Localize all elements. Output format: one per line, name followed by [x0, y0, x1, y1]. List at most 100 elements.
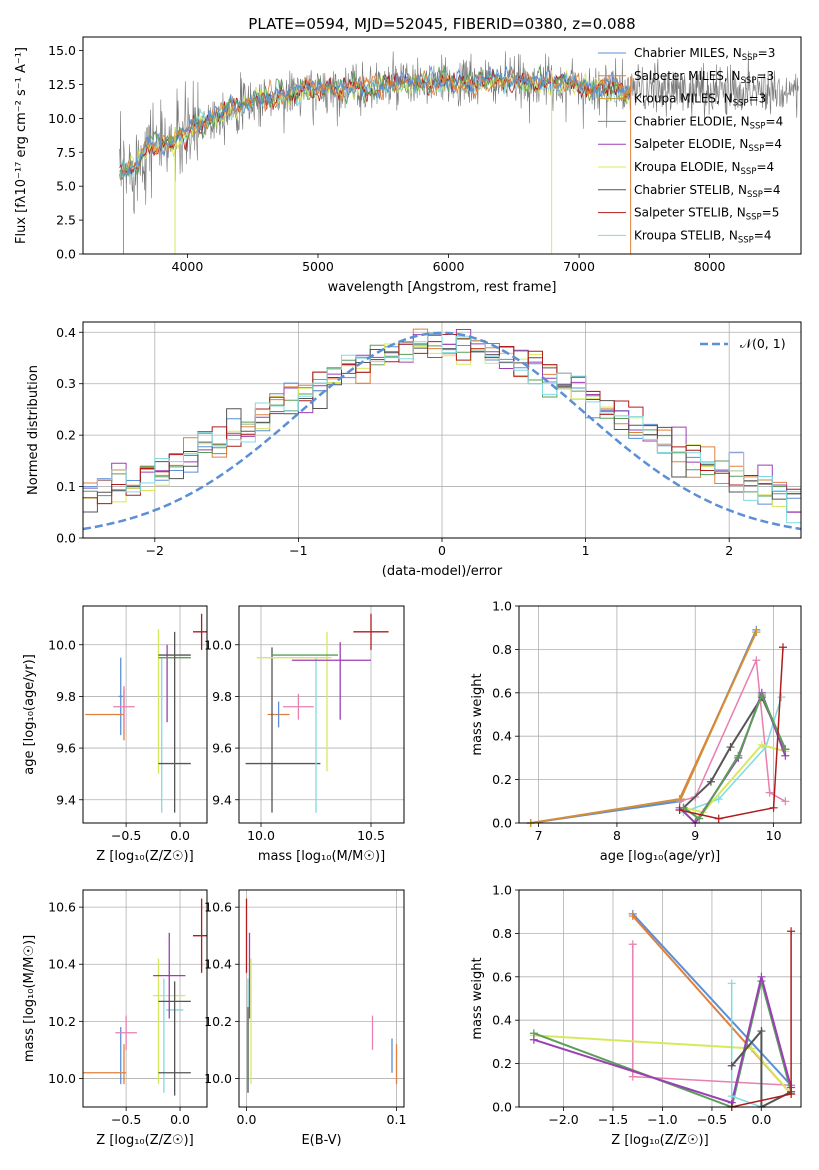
residuals-frame: [82, 321, 802, 539]
spectrum-ytick-label: 5.0: [56, 179, 76, 194]
weight_vs_age-ytick-label: 1.0: [492, 599, 512, 614]
spectrum-model-line: [119, 66, 632, 179]
age_vs_mass-ytick-label: 9.6: [212, 741, 232, 756]
spectrum-legend-label: Chabrier MILES, NSSP=3: [634, 46, 775, 63]
age_vs_Z-xtick-label: −0.5: [111, 828, 141, 843]
weight_vs_Z-xtick-label: −0.5: [697, 1112, 727, 1127]
spectrum-ylabel: Flux [fλ10⁻¹⁷ erg cm⁻² s⁻¹ A⁻¹]: [14, 47, 29, 244]
weight_vs_age-point-marker: [781, 797, 790, 806]
weight_vs_age-xtick-label: 9: [691, 828, 699, 843]
residuals-ytick-label: 0.4: [56, 325, 76, 340]
spectrum-xtick-label: 5000: [302, 259, 334, 274]
age_vs_Z-frame: [82, 605, 208, 824]
weight_vs_Z-frame: [518, 889, 802, 1108]
mass_vs_Z-xtick-label: −0.5: [111, 1112, 141, 1127]
residual-histogram-line: [83, 332, 801, 524]
age_vs_Z-ytick-label: 10.0: [48, 637, 76, 652]
mass_vs_ebv-xtick-label: 0.1: [387, 1112, 407, 1127]
weight_vs_Z-ytick-label: 0.8: [492, 926, 512, 941]
age_vs_mass-ytick-label: 9.8: [212, 689, 232, 704]
weight_vs_Z-point-marker: [757, 1027, 766, 1036]
residuals-ytick-label: 0.2: [56, 428, 76, 443]
spectrum-ytick-label: 10.0: [48, 111, 76, 126]
weight_vs_Z-point-marker: [747, 1044, 756, 1053]
weight_vs_age-ytick-label: 0.4: [492, 729, 512, 744]
residual-legend-label: 𝒩(0, 1): [740, 336, 786, 351]
weight_vs_age-xtick-label: 8: [613, 828, 621, 843]
weight_vs_Z-ytick-label: 0.4: [492, 1013, 512, 1028]
residuals-xtick-label: −2: [146, 543, 164, 558]
spectrum-ytick-label: 15.0: [48, 43, 76, 58]
weight_vs_age-ylabel: mass weight: [470, 673, 485, 755]
spectrum-legend-label: Salpeter STELIB, NSSP=5: [634, 206, 779, 223]
spectrum-legend-label: Chabrier ELODIE, NSSP=4: [634, 114, 783, 131]
spectrum-xtick-label: 6000: [433, 259, 465, 274]
mass_vs_Z-xtick-label: 0.0: [170, 1112, 190, 1127]
weight_vs_age-point-marker: [752, 628, 761, 637]
weight_vs_age-series-line: [679, 647, 784, 820]
age_vs_Z-xtick-label: 0.0: [170, 828, 190, 843]
weight_vs_Z-point-marker: [757, 972, 766, 981]
weight_vs_Z-ytick-label: 0.2: [492, 1056, 512, 1071]
weight_vs_age-ytick-label: 0.2: [492, 772, 512, 787]
mass_vs_Z-ytick-label: 10.2: [48, 1014, 76, 1029]
mass_vs_Z-ytick-label: 10.0: [48, 1071, 76, 1086]
weight_vs_age-xtick-label: 10: [766, 828, 782, 843]
spectrum-legend-label: Salpeter ELODIE, NSSP=4: [634, 137, 782, 154]
weight_vs_age-point-marker: [706, 777, 715, 786]
spectrum-model-line: [119, 71, 632, 178]
weight_vs_age-ytick-label: 0.6: [492, 685, 512, 700]
spectrum-ytick-label: 7.5: [56, 145, 76, 160]
mass_vs_Z-xlabel: Z [log₁₀(Z/Z☉)]: [96, 1133, 193, 1148]
weight_vs_age-ytick-label: 0.8: [492, 642, 512, 657]
weight_vs_Z-xtick-label: −2.0: [548, 1112, 578, 1127]
residuals-ytick-label: 0.0: [56, 531, 76, 546]
weight_vs_age-point-marker: [781, 745, 790, 754]
spectrum-ytick-label: 12.5: [48, 77, 76, 92]
weight_vs_age-point-marker: [734, 751, 743, 760]
weight_vs_age-frame: [518, 605, 802, 824]
spectrum-legend-label: Kroupa STELIB, NSSP=4: [634, 228, 772, 245]
mass_vs_Z-frame: [82, 889, 208, 1108]
age_vs_Z-ytick-label: 9.8: [56, 689, 76, 704]
mass_vs_ebv-xtick-label: 0.0: [237, 1112, 257, 1127]
weight_vs_Z-point-marker: [727, 1061, 736, 1070]
weight_vs_Z-ylabel: mass weight: [470, 957, 485, 1039]
age_vs_Z-axes: −0.5 0.0 9.4 9.6 9.8 10.0 Z [log₁₀(Z/Z☉)] age […: [22, 606, 207, 864]
weight_vs_age-point-marker: [778, 643, 787, 652]
figure-title: PLATE=0594, MJD=52045, FIBERID=0380, z=0…: [248, 15, 635, 33]
spectrum-legend-label: Salpeter MILES, NSSP=3: [634, 69, 774, 86]
weight_vs_age-xlabel: age [log₁₀(age/yr)]: [600, 849, 721, 864]
mass_vs_ebv-ytick-label: 10.0: [204, 1071, 232, 1086]
age_vs_Z-ytick-label: 9.6: [56, 741, 76, 756]
weight_vs_Z-series-line: [730, 1028, 792, 1107]
residuals-ytick-label: 0.1: [56, 479, 76, 494]
age_vs_mass-axes: 10.0 10.5 9.4 9.6 9.8 10.0 mass [log₁₀(M/M☉)]: [204, 606, 404, 864]
mass_vs_Z-ytick-label: 10.4: [48, 957, 76, 972]
weight_vs_Z-point-marker: [727, 1092, 736, 1101]
weight_vs_Z-ytick-label: 0.0: [492, 1100, 512, 1115]
weight_vs_age-ytick-label: 0.0: [492, 816, 512, 831]
weight_vs_Z-xtick-label: −1.5: [598, 1112, 628, 1127]
weight_vs_age-point-marker: [777, 693, 786, 702]
age_vs_mass-xlabel: mass [log₁₀(M/M☉)]: [258, 849, 385, 864]
weight_vs_Z-xtick-label: 0.0: [751, 1112, 771, 1127]
residuals-xtick-label: 2: [725, 543, 733, 558]
weight_vs_Z-point-marker: [529, 1035, 538, 1044]
mass_vs_ebv-frame: [238, 889, 405, 1108]
residuals-ytick-label: 0.3: [56, 376, 76, 391]
spectrum-legend-label: Kroupa ELODIE, NSSP=4: [634, 160, 774, 177]
age_vs_mass-xtick-label: 10.0: [247, 828, 275, 843]
residuals-xtick-label: 0: [438, 543, 446, 558]
weight_vs_age-point-marker: [769, 803, 778, 812]
age_vs_mass-frame: [238, 605, 405, 824]
mass_vs_ebv-ytick-label: 10.6: [204, 900, 232, 915]
weight_vs_age-xtick-label: 7: [535, 828, 543, 843]
mass_vs_ebv-ytick-label: 10.4: [204, 957, 232, 972]
weight_vs_Z-axes: −2.0 −1.5 −1.0 −0.5 0.0 0.0 0.2 0.4 0.6 0.8 1.0 Z […: [470, 883, 801, 1148]
spectrum-ytick-label: 2.5: [56, 213, 76, 228]
spectrum-xtick-label: 7000: [563, 259, 595, 274]
weight_vs_Z-xlabel: Z [log₁₀(Z/Z☉)]: [611, 1133, 708, 1148]
